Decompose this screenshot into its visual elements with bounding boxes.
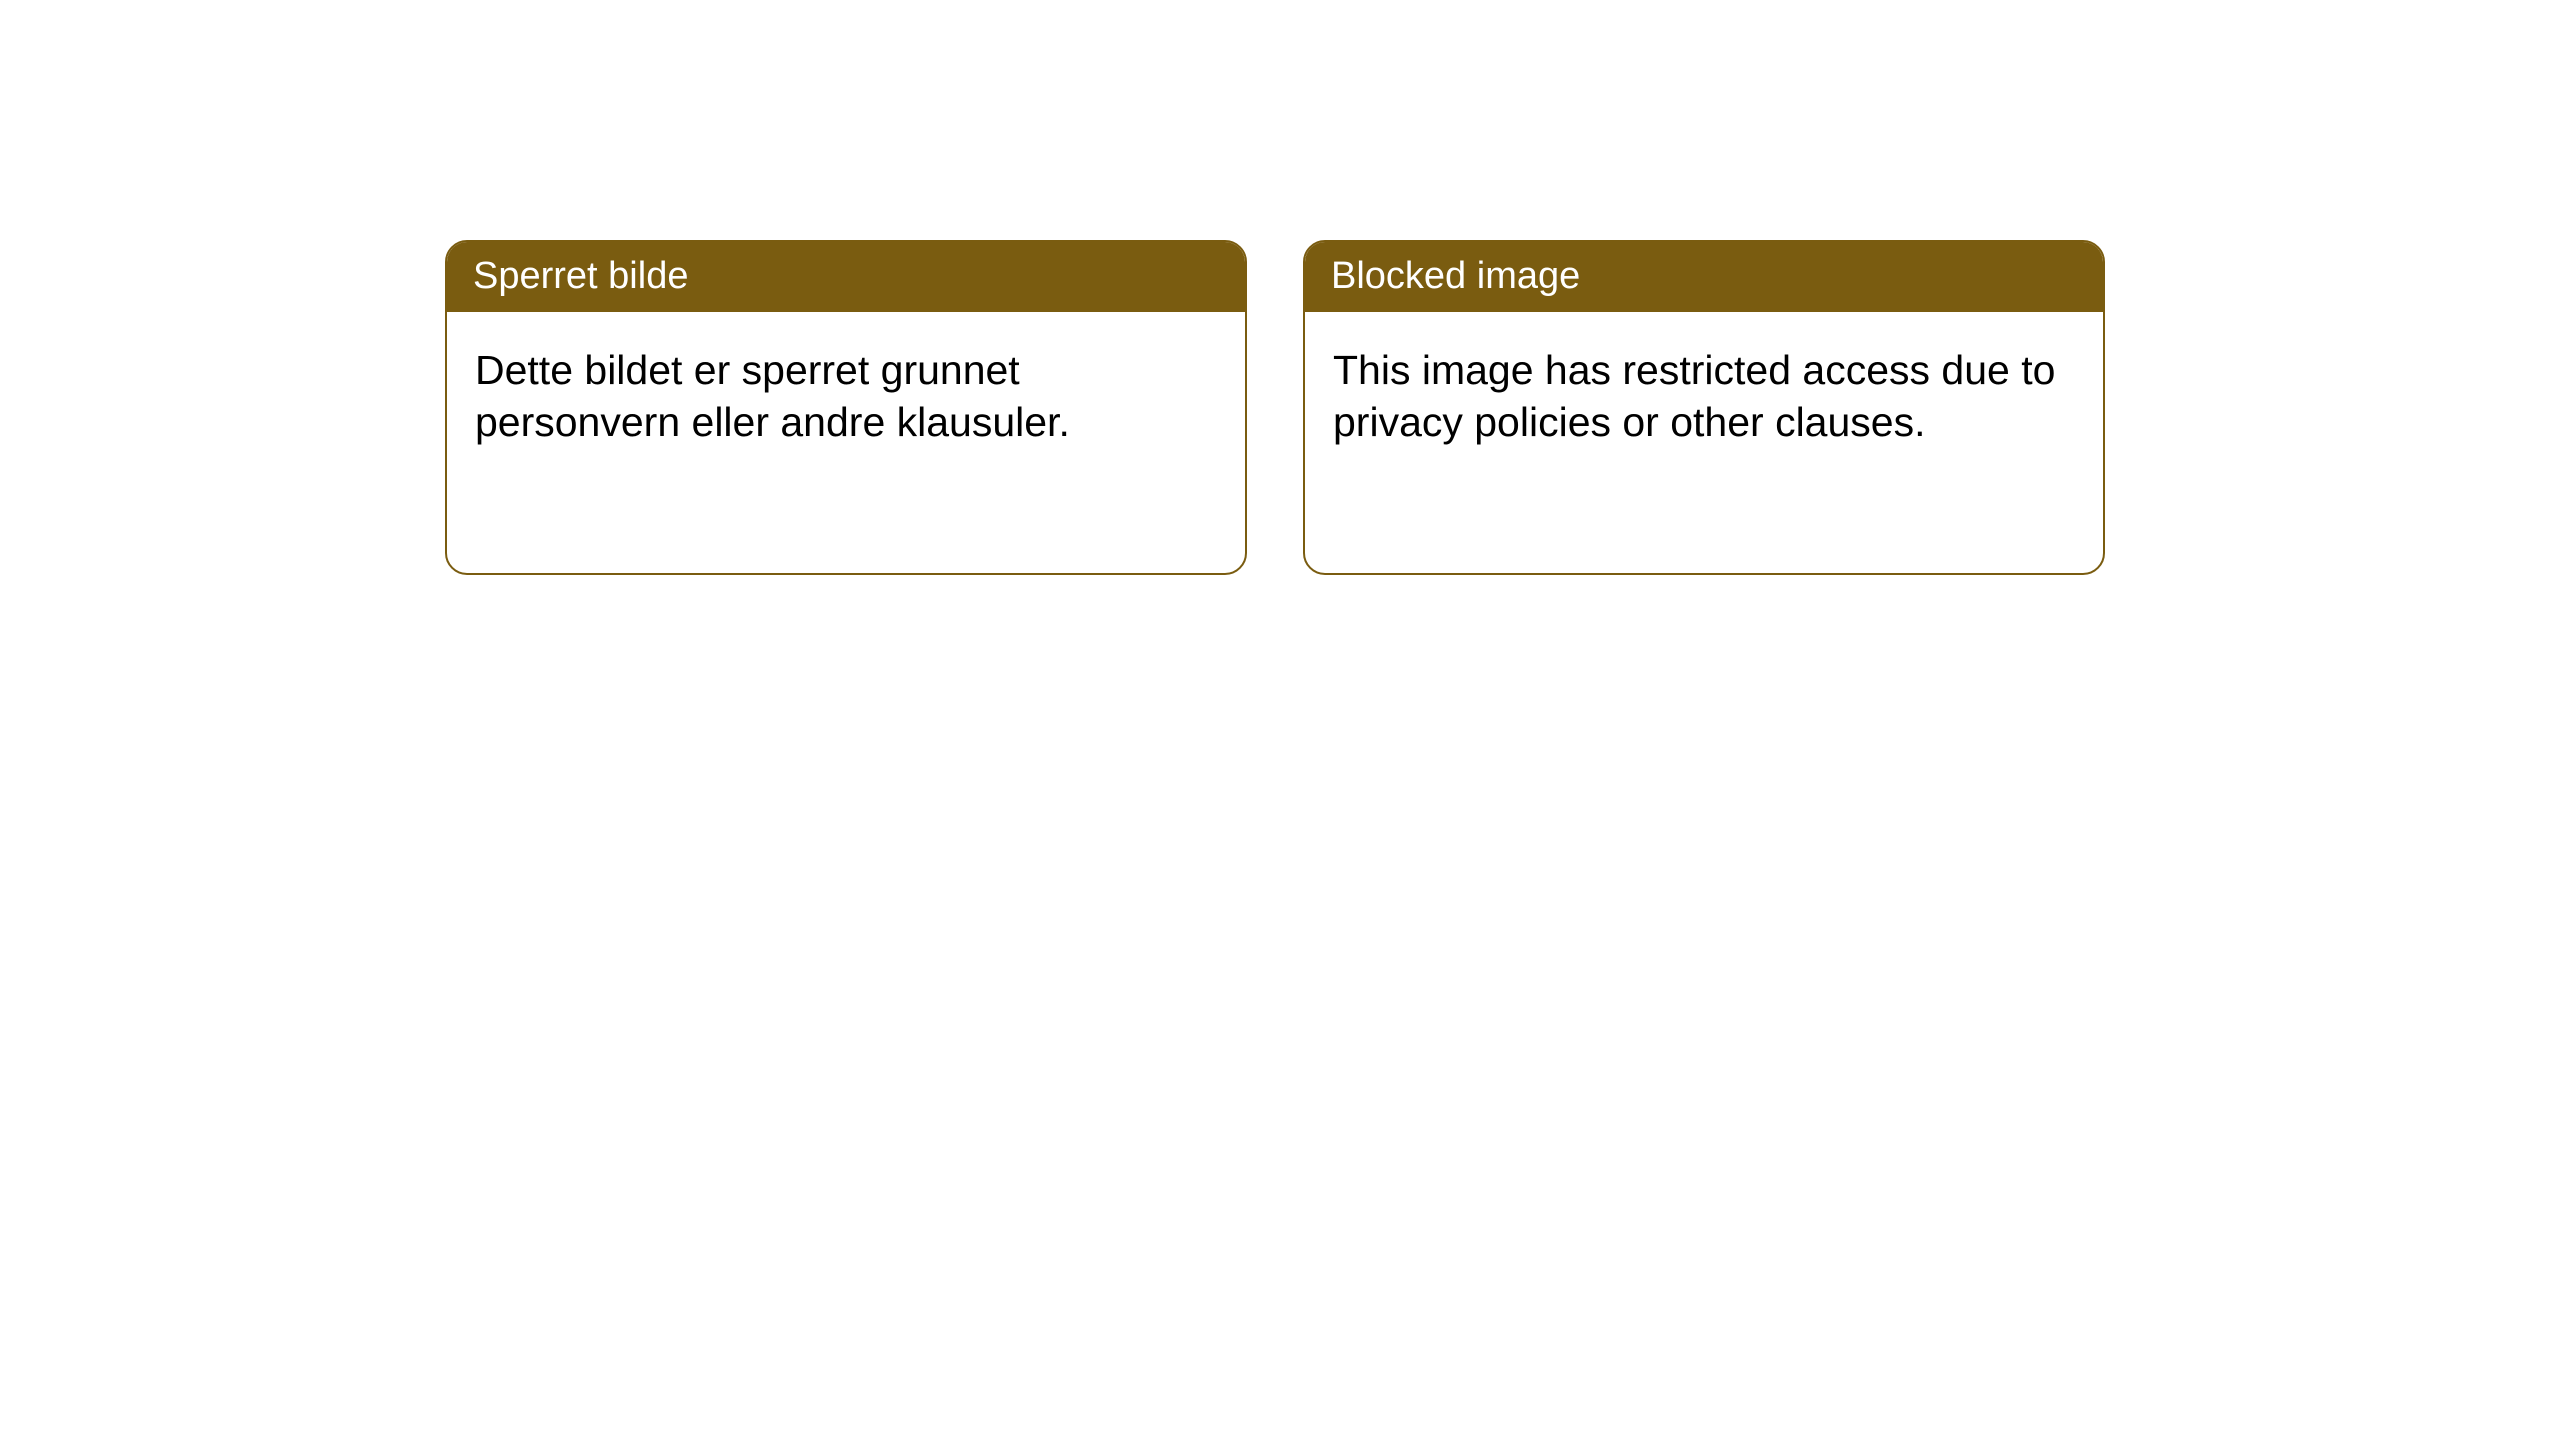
- notice-cards-container: Sperret bilde Dette bildet er sperret gr…: [0, 0, 2560, 575]
- card-body-text: This image has restricted access due to …: [1333, 347, 2055, 445]
- card-body: Dette bildet er sperret grunnet personve…: [447, 312, 1245, 477]
- card-body: This image has restricted access due to …: [1305, 312, 2103, 477]
- card-title: Sperret bilde: [473, 255, 688, 297]
- card-title: Blocked image: [1331, 255, 1580, 297]
- card-body-text: Dette bildet er sperret grunnet personve…: [475, 347, 1070, 445]
- card-header: Blocked image: [1305, 242, 2103, 312]
- blocked-image-card-en: Blocked image This image has restricted …: [1303, 240, 2105, 575]
- card-header: Sperret bilde: [447, 242, 1245, 312]
- blocked-image-card-no: Sperret bilde Dette bildet er sperret gr…: [445, 240, 1247, 575]
